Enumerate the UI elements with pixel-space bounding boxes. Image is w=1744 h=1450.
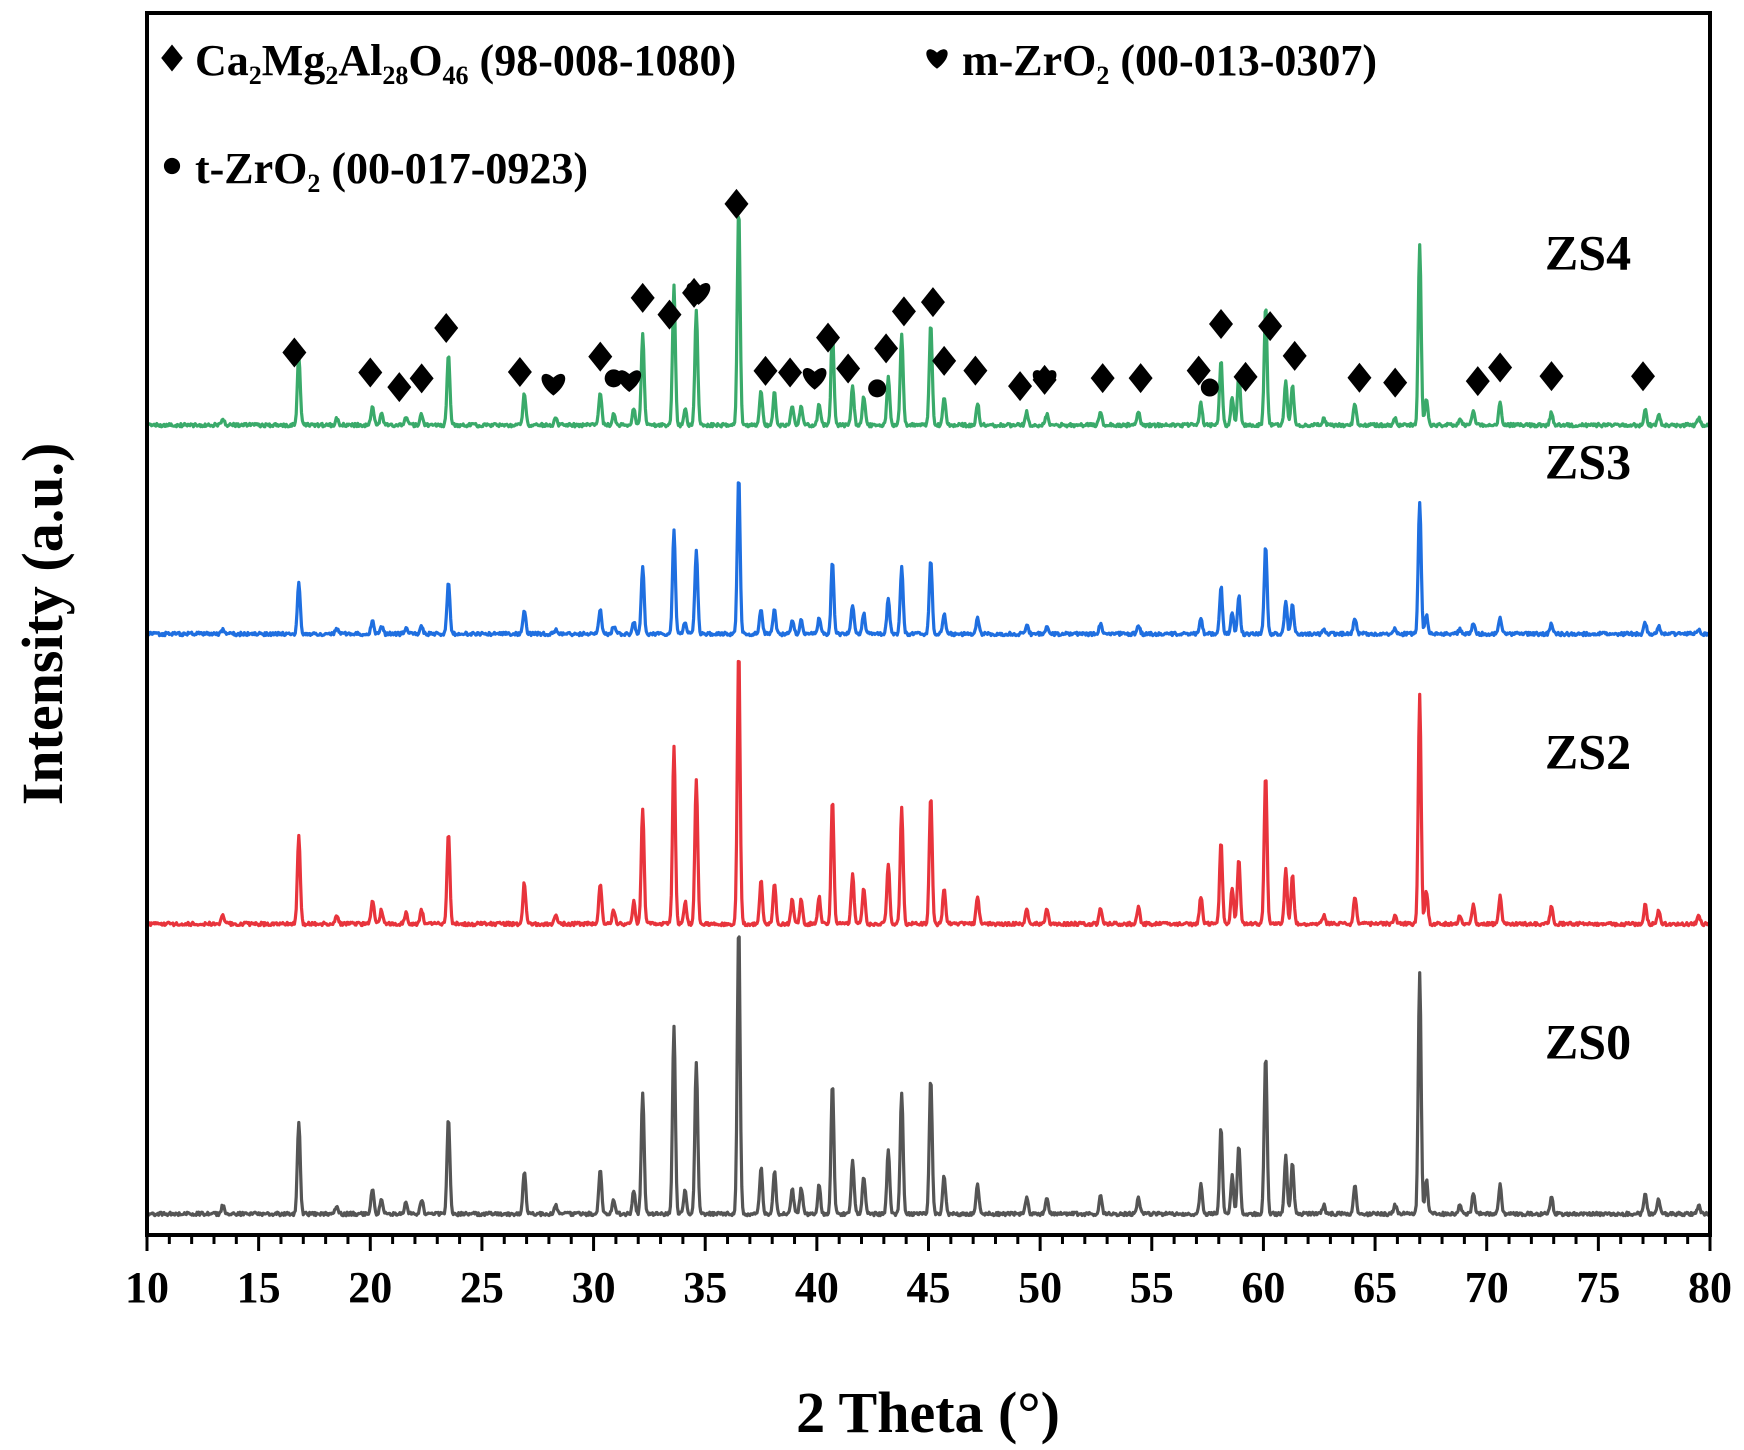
diamond-marker <box>409 363 434 394</box>
diamond-marker <box>1233 361 1258 392</box>
diamond-marker <box>1631 361 1656 392</box>
circle-marker <box>163 157 181 175</box>
diamond-marker <box>816 322 841 353</box>
diamond-marker <box>1258 311 1283 342</box>
x-tick-label: 35 <box>683 1263 727 1312</box>
x-tick-label: 75 <box>1576 1263 1620 1312</box>
legend-entry: t-ZrO2 (00-017-0923) <box>195 144 588 198</box>
diamond-marker <box>434 313 459 344</box>
diamond-marker <box>932 345 957 376</box>
diamond-marker <box>891 296 916 327</box>
diamond-marker <box>836 353 861 384</box>
legend-entry: m-ZrO2 (00-013-0307) <box>962 36 1377 90</box>
diamond-marker <box>1209 308 1234 339</box>
diamond-marker <box>874 333 899 364</box>
diamond-marker <box>1282 340 1307 371</box>
diamond-marker <box>588 341 613 372</box>
series-label-zs0: ZS0 <box>1545 1014 1631 1070</box>
series-layer: ZS0 ZS2 ZS3 ZS4 <box>145 215 1712 1218</box>
x-tick-label: 25 <box>460 1263 504 1312</box>
marker-layer <box>282 188 1656 403</box>
circle-marker <box>868 379 887 398</box>
diamond-marker <box>920 287 945 318</box>
series-line-zs3 <box>146 481 1711 638</box>
y-axis-label: Intensity (a.u.) <box>10 443 75 806</box>
series-label-zs3: ZS3 <box>1545 434 1631 490</box>
x-tick-label: 20 <box>348 1263 392 1312</box>
x-tick-label: 45 <box>907 1263 951 1312</box>
series-line-zs2 <box>145 659 1712 928</box>
diamond-marker <box>1383 367 1408 398</box>
diamond-marker <box>682 277 707 308</box>
x-tick-label: 50 <box>1018 1263 1062 1312</box>
series-line-zs4 <box>146 215 1711 429</box>
diamond-marker <box>963 355 988 386</box>
diamond-marker <box>282 337 307 368</box>
heart-marker <box>802 367 827 390</box>
series-line-zs0 <box>145 935 1712 1218</box>
x-tick-label: 40 <box>795 1263 839 1312</box>
x-tick-label: 10 <box>125 1263 169 1312</box>
heart-marker <box>926 49 948 69</box>
heart-marker <box>541 373 566 396</box>
x-tick-label: 70 <box>1465 1263 1509 1312</box>
x-tick-label: 55 <box>1130 1263 1174 1312</box>
heart-marker <box>617 370 642 393</box>
diamond-marker <box>387 372 412 403</box>
x-tick-label: 15 <box>237 1263 281 1312</box>
x-tick-label: 65 <box>1353 1263 1397 1312</box>
diamond-marker <box>161 44 183 72</box>
diamond-marker <box>1008 371 1033 402</box>
tick-layer: 10 15 20 25 30 35 40 45 50 55 60 65 70 75 80 <box>125 1235 1732 1312</box>
circle-marker <box>1200 378 1219 397</box>
series-label-zs4: ZS4 <box>1545 225 1631 281</box>
diamond-marker <box>1128 363 1153 394</box>
series-label-zs2: ZS2 <box>1545 724 1631 780</box>
diamond-marker <box>630 282 655 313</box>
diamond-marker <box>507 356 532 387</box>
x-tick-label: 80 <box>1688 1263 1732 1312</box>
diamond-marker <box>1186 355 1211 386</box>
diamond-marker <box>1488 352 1513 383</box>
diamond-marker <box>1347 362 1372 393</box>
x-tick-label: 60 <box>1241 1263 1285 1312</box>
x-tick-label: 30 <box>572 1263 616 1312</box>
diamond-marker <box>778 357 803 388</box>
legend: Ca2Mg2Al28O46 (98-008-1080) m-ZrO2 (00-01… <box>161 36 1377 198</box>
diamond-marker <box>1032 364 1057 395</box>
diamond-marker <box>1465 366 1490 397</box>
legend-entry: Ca2Mg2Al28O46 (98-008-1080) <box>195 36 736 90</box>
diamond-marker <box>1090 363 1115 394</box>
diamond-marker <box>1539 361 1564 392</box>
diamond-marker <box>657 299 682 330</box>
diamond-marker <box>724 188 749 219</box>
diamond-marker <box>753 355 778 386</box>
diamond-marker <box>358 357 383 388</box>
x-axis-label: 2 Theta (°) <box>796 1380 1060 1445</box>
